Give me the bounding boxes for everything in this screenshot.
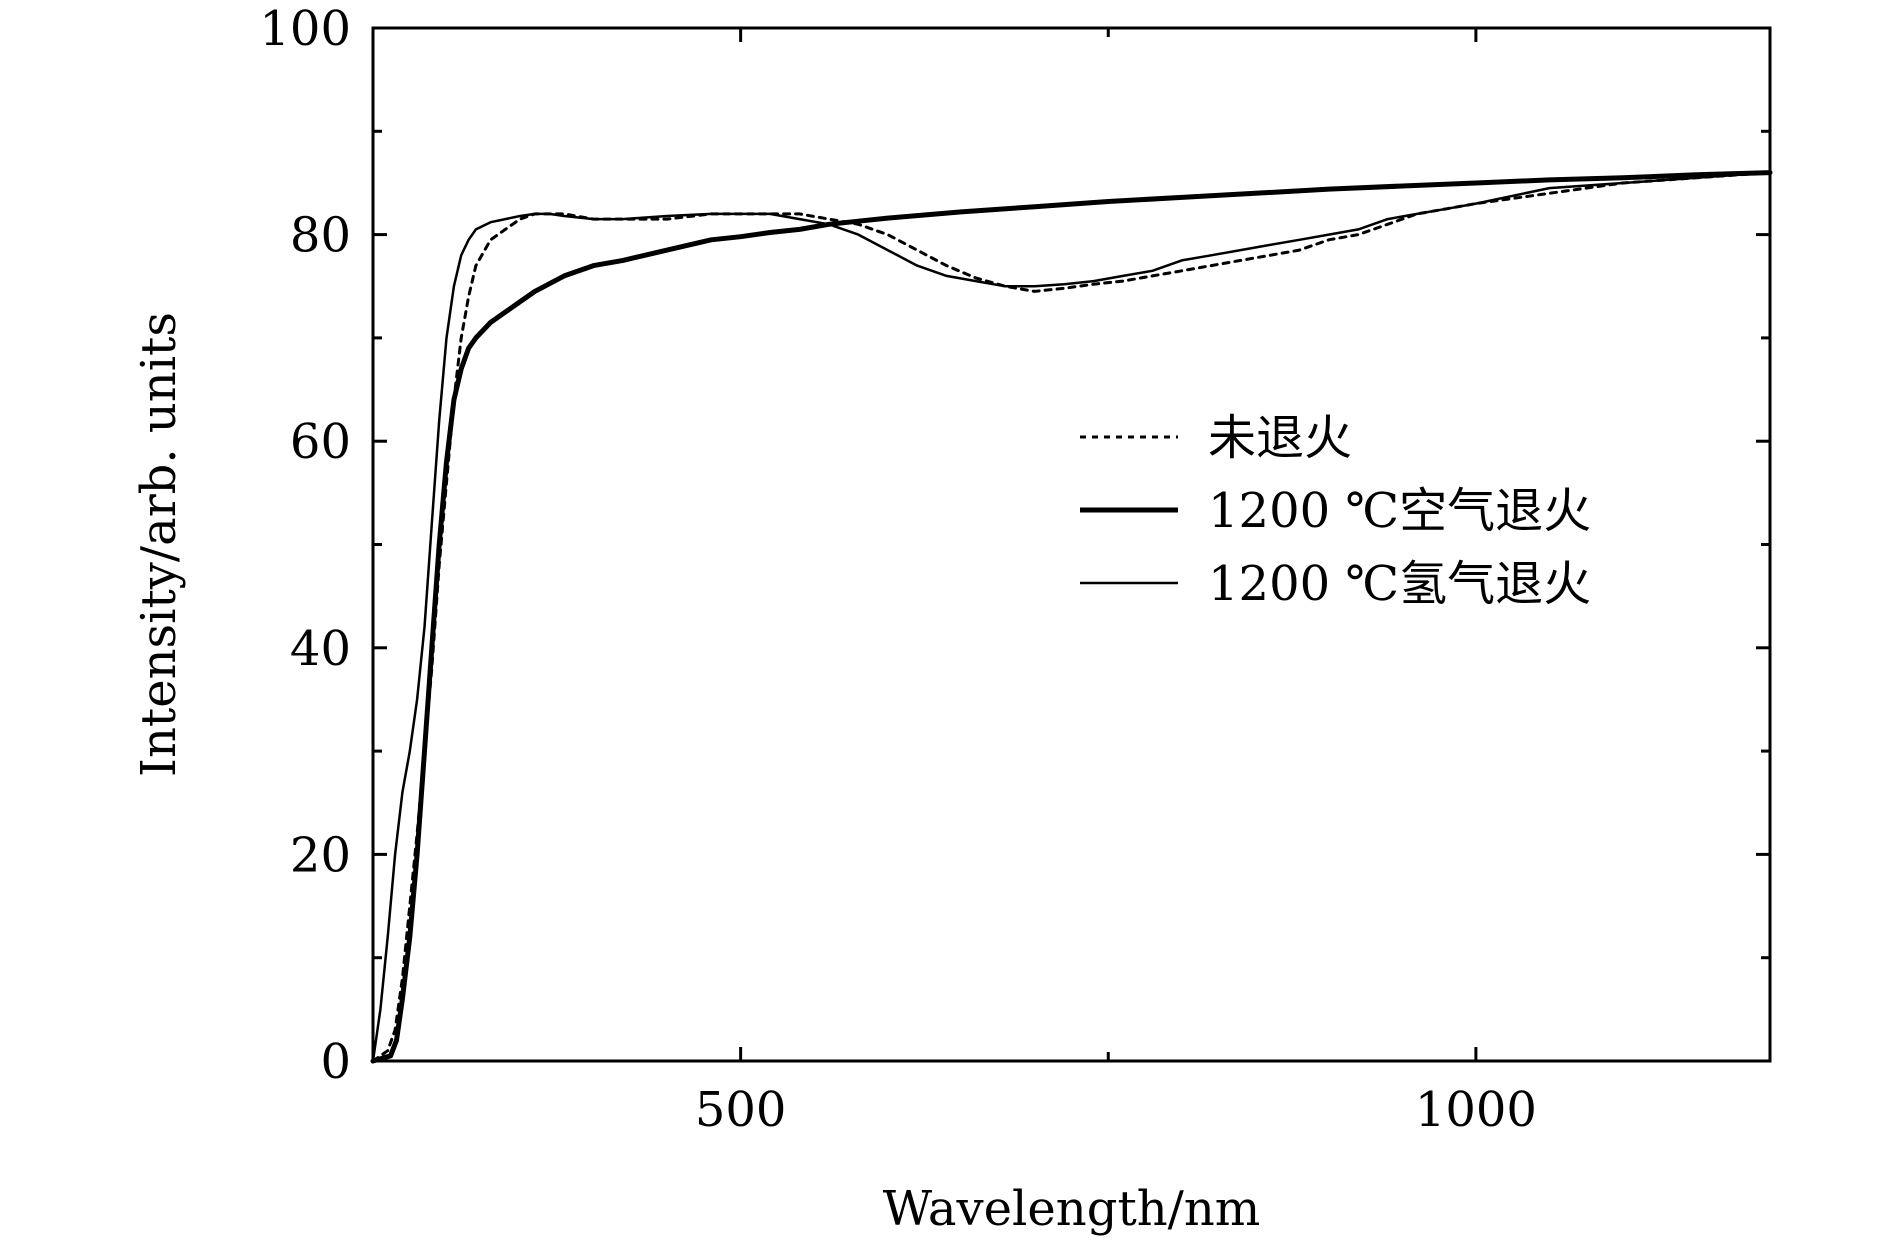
legend-label-3: 1200 ℃氢气退火 [1208,556,1591,612]
x-tick-label: 500 [695,1082,787,1138]
series-line-3 [371,171,1772,1063]
legend-label-2: 1200 ℃空气退火 [1208,483,1591,539]
plot-frame [371,26,1772,1063]
y-tick-label: 0 [320,1034,351,1090]
series-line-1 [371,171,1772,1063]
y-tick-label: 100 [259,1,351,57]
y-tick-label: 60 [290,414,351,470]
legend: 未退火 1200 ℃空气退火 1200 ℃氢气退火 [1080,410,1591,612]
y-axis-label: Intensity/arb. units [131,312,187,777]
x-tick-label: 1000 [1415,1082,1537,1138]
y-tick-label: 40 [290,621,351,677]
y-tick-label: 80 [290,208,351,264]
series-layer [370,170,1773,1064]
legend-label-1: 未退火 [1208,410,1352,466]
y-tick-label: 20 [290,827,351,883]
series-line-2 [370,170,1773,1064]
x-axis-label: Wavelength/nm [883,1181,1261,1237]
ticks-layer: 0 20 40 60 80 100 500 1000 [259,1,1770,1138]
